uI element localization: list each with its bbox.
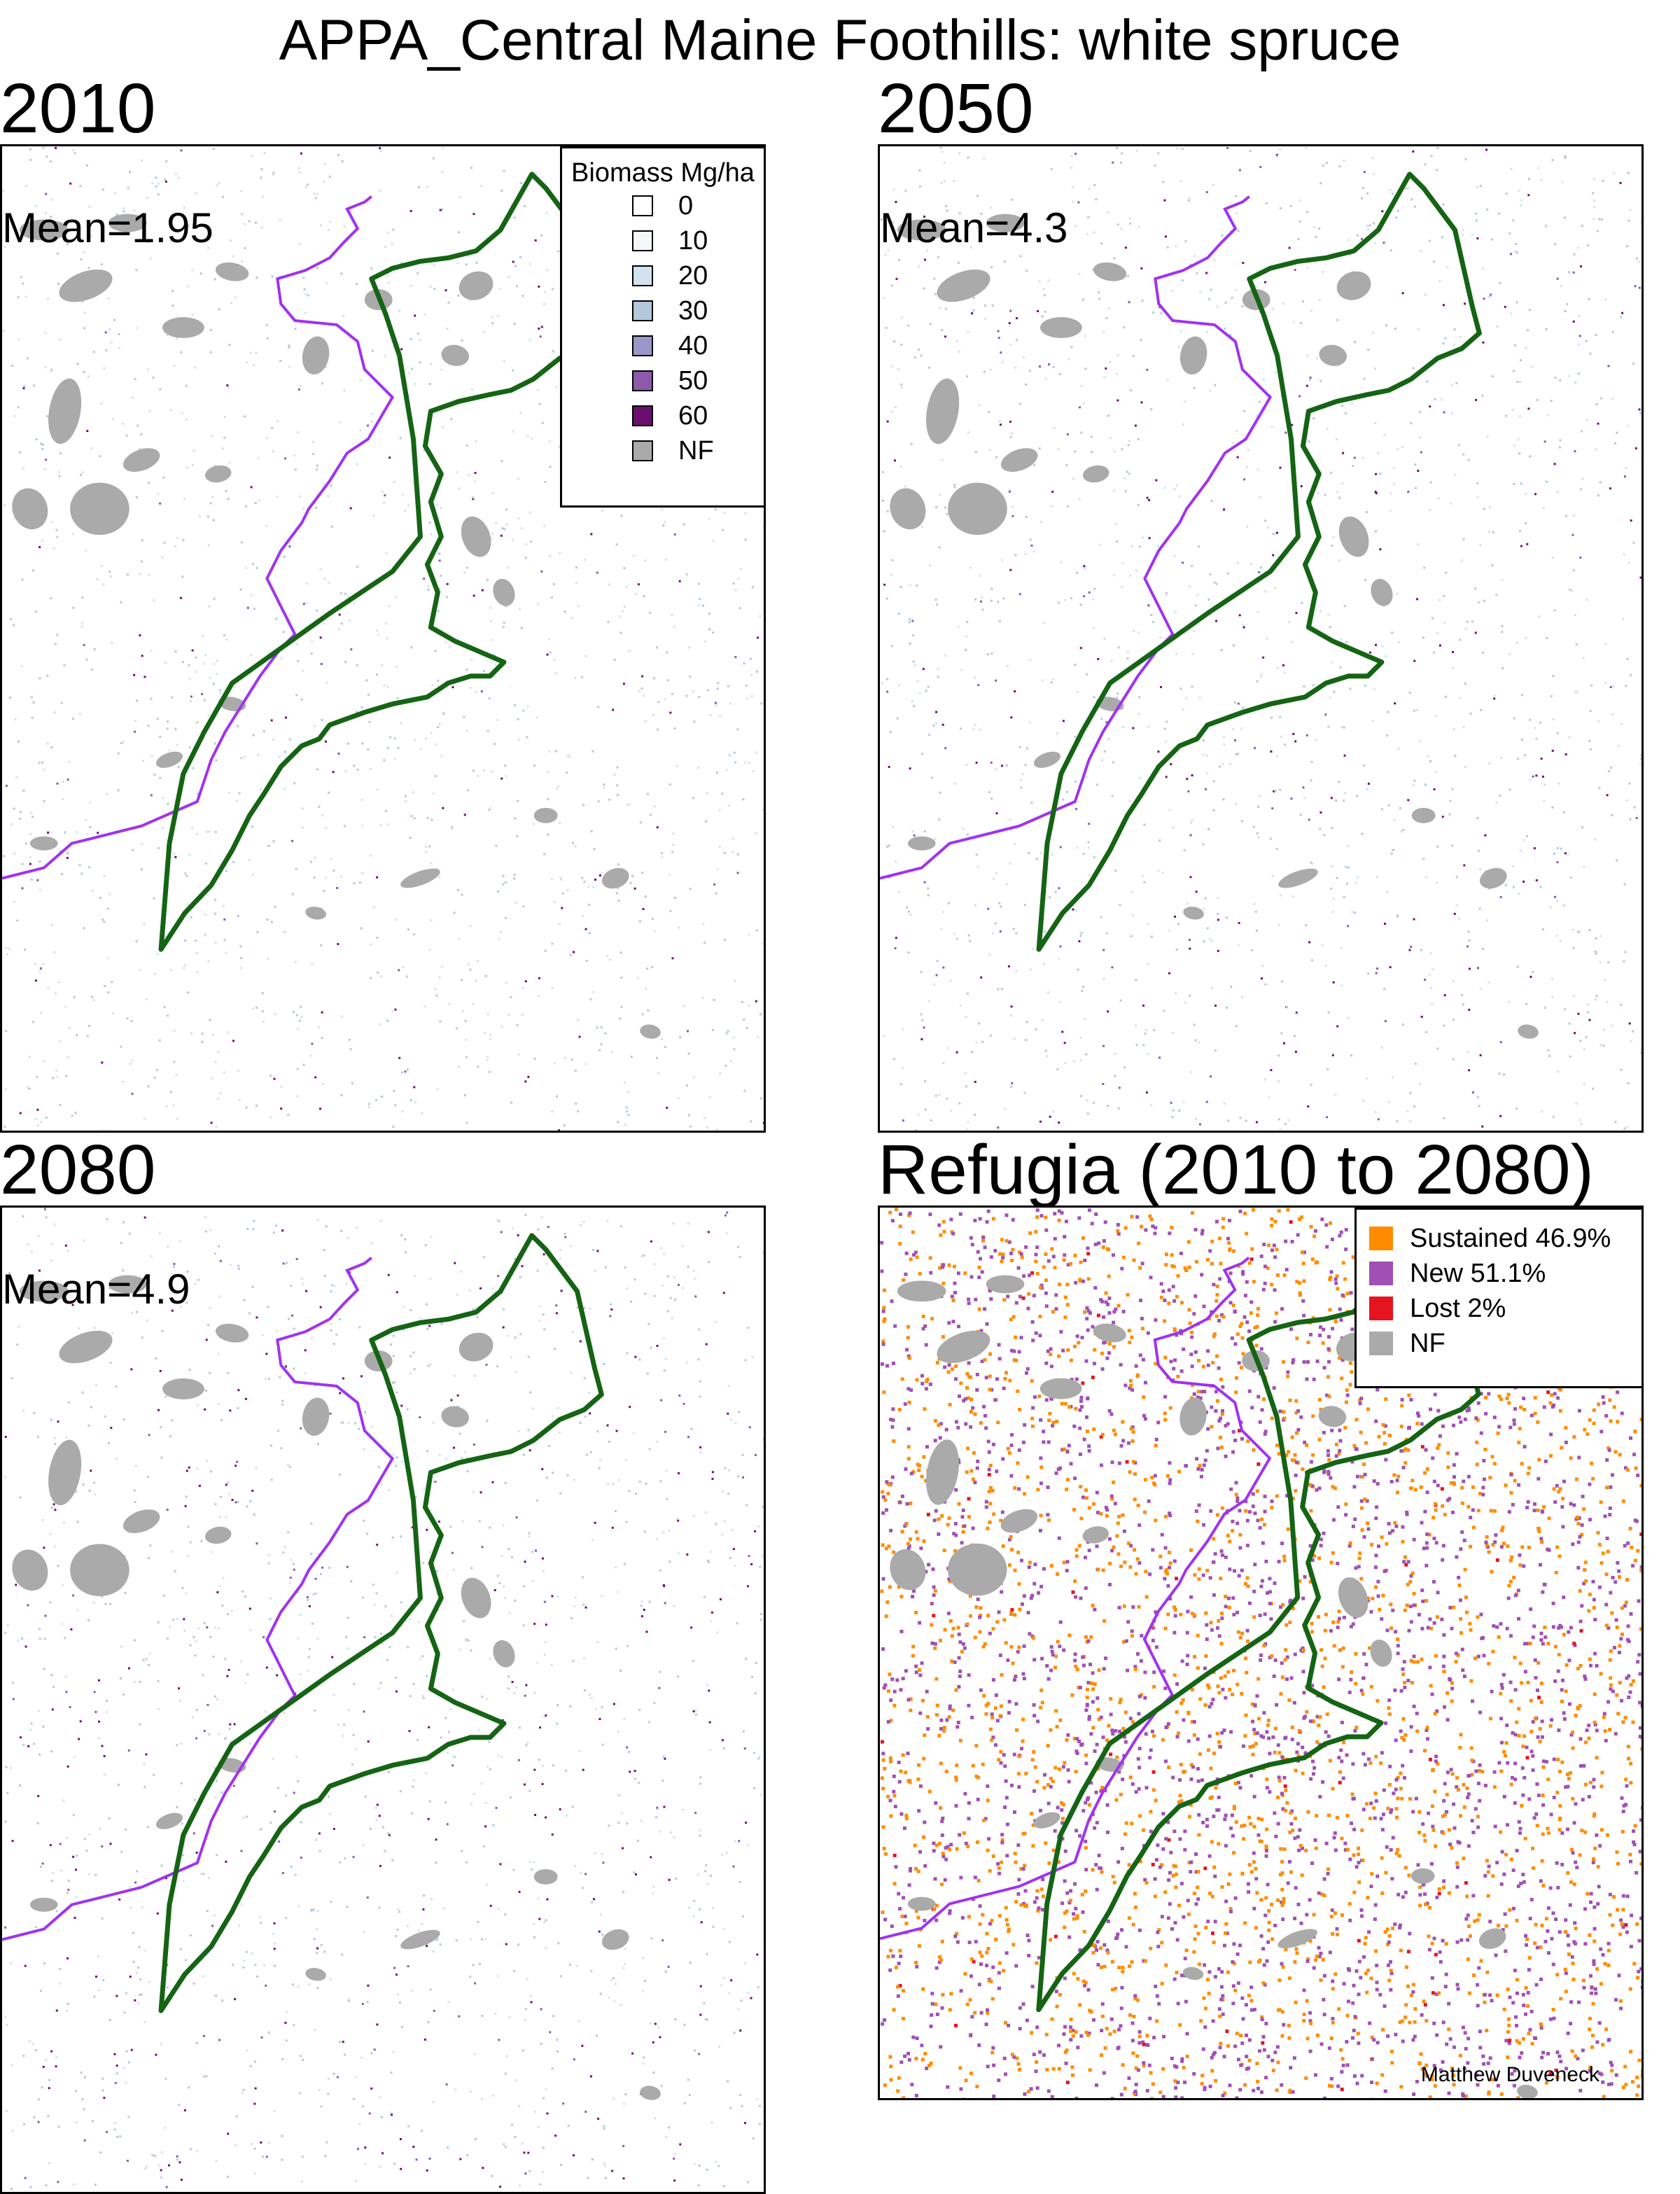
state-line xyxy=(880,197,1270,879)
state-line xyxy=(2,197,393,879)
map-canvas xyxy=(880,146,1642,1131)
biomass-legend: Biomass Mg/ha 0 10 20 30 40 50 60 NF xyxy=(560,146,766,508)
legend-item: 50 xyxy=(562,363,764,398)
legend-items: 0 10 20 30 40 50 60 NF xyxy=(562,188,764,468)
legend-swatch xyxy=(632,335,653,356)
legend-item: Sustained 46.9% xyxy=(1357,1221,1642,1256)
legend-item: New 51.1% xyxy=(1357,1256,1642,1291)
legend-label: 20 xyxy=(678,261,708,291)
legend-swatch xyxy=(632,405,653,426)
legend-item: NF xyxy=(1357,1326,1642,1361)
legend-swatch xyxy=(632,230,653,251)
author-credit: Matthew Duveneck xyxy=(1421,2063,1600,2087)
legend-label: New 51.1% xyxy=(1410,1259,1546,1289)
legend-swatch xyxy=(1369,1332,1393,1355)
legend-label: 60 xyxy=(678,401,708,431)
nonforest-areas xyxy=(884,214,1539,1040)
legend-items: Sustained 46.9% New 51.1% Lost 2% NF xyxy=(1357,1221,1642,1361)
nonforest-areas xyxy=(6,1276,662,2102)
legend-item: 30 xyxy=(562,293,764,328)
legend-label: 30 xyxy=(678,296,708,326)
legend-label: 40 xyxy=(678,331,708,361)
panel-title-2010: 2010 xyxy=(0,70,155,147)
legend-label: 50 xyxy=(678,366,708,396)
legend-label: NF xyxy=(678,436,714,466)
mean-label: Mean=1.95 xyxy=(2,204,214,253)
map-canvas xyxy=(2,1208,764,2192)
legend-item: 10 xyxy=(562,223,764,258)
panel-title-2080: 2080 xyxy=(0,1131,155,1208)
mean-label: Mean=4.9 xyxy=(2,1265,190,1314)
panel-title-refugia: Refugia (2010 to 2080) xyxy=(878,1131,1594,1208)
legend-label: 10 xyxy=(678,226,708,256)
legend-swatch xyxy=(632,300,653,321)
nonforest-areas xyxy=(884,1275,1539,2098)
legend-item: Lost 2% xyxy=(1357,1291,1642,1326)
legend-item: 0 xyxy=(562,188,764,223)
mean-label: Mean=4.3 xyxy=(880,204,1068,253)
legend-label: 0 xyxy=(678,191,693,221)
legend-item: 40 xyxy=(562,328,764,363)
figure-title: APPA_Central Maine Foothills: white spru… xyxy=(0,6,1680,76)
legend-item: 60 xyxy=(562,398,764,433)
refugia-legend: Sustained 46.9% New 51.1% Lost 2% NF xyxy=(1354,1208,1644,1388)
state-line xyxy=(2,1258,393,1940)
legend-title: Biomass Mg/ha xyxy=(562,158,764,188)
legend-label: Lost 2% xyxy=(1410,1294,1506,1324)
legend-label: Sustained 46.9% xyxy=(1410,1224,1611,1254)
legend-swatch xyxy=(632,195,653,216)
legend-label: NF xyxy=(1410,1329,1446,1359)
legend-swatch xyxy=(632,370,653,391)
map-panel-refugia: Sustained 46.9% New 51.1% Lost 2% NF Matthe… xyxy=(878,1206,1644,2100)
legend-swatch xyxy=(632,440,653,461)
legend-swatch xyxy=(1369,1227,1393,1250)
legend-item: NF xyxy=(562,433,764,468)
map-panel-2050: Mean=4.3 xyxy=(878,144,1644,1133)
legend-swatch xyxy=(1369,1297,1393,1320)
legend-swatch xyxy=(632,265,653,286)
panel-title-2050: 2050 xyxy=(878,70,1033,147)
legend-item: 20 xyxy=(562,258,764,293)
map-panel-2080: Mean=4.9 xyxy=(0,1206,766,2194)
legend-swatch xyxy=(1369,1262,1393,1285)
